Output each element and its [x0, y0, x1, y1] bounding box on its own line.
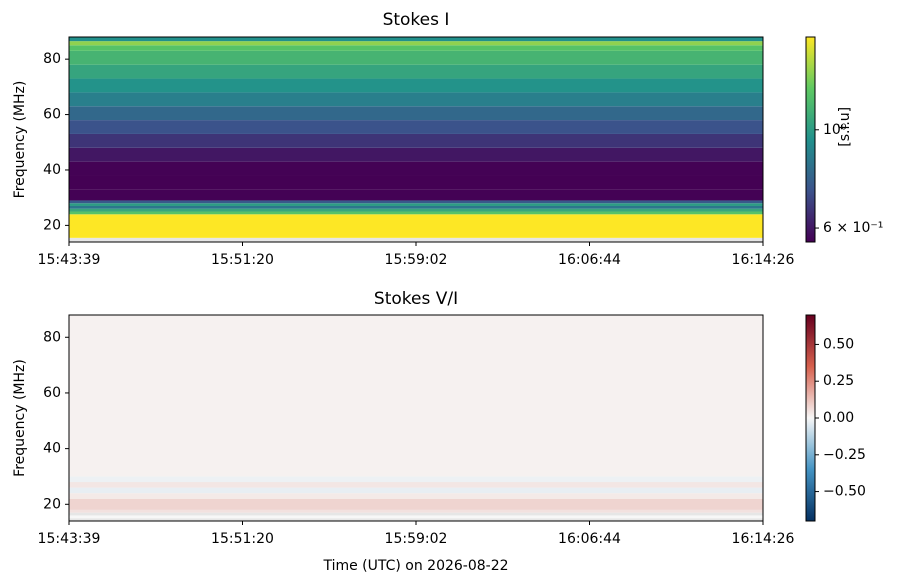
y-tick-label: 20 [43, 217, 61, 233]
heatmap-band [69, 175, 763, 190]
y-tick-label: 20 [43, 496, 61, 512]
heatmap-band [69, 133, 763, 148]
y-tick-label: 60 [43, 385, 61, 401]
heatmap-band [69, 509, 763, 513]
heatmap-band [69, 493, 763, 499]
y-axis-label: Frequency (MHz) [12, 81, 28, 199]
chart-title: Stokes I [383, 10, 450, 30]
heatmap-band [69, 41, 763, 46]
heatmap-band [69, 487, 763, 494]
heatmap-band [69, 515, 763, 519]
heatmap-band [69, 189, 763, 201]
heatmap-band [69, 120, 763, 134]
y-tick-label: 40 [43, 162, 61, 178]
heatmap-band [69, 237, 763, 242]
y-tick-label: 80 [43, 51, 61, 67]
heatmap-band [69, 498, 763, 510]
chart-title: Stokes V/I [374, 289, 458, 309]
y-tick-label: 60 [43, 107, 61, 123]
x-tick-label: 16:14:26 [732, 252, 795, 268]
colorbar-tick-label: 0.00 [823, 410, 854, 426]
heatmap-band [69, 147, 763, 162]
heatmap-band [69, 200, 763, 204]
heatmap-band [69, 92, 763, 107]
x-tick-label: 16:14:26 [732, 531, 795, 547]
y-tick-label: 80 [43, 329, 61, 345]
colorbar [806, 315, 815, 521]
heatmap-band [69, 214, 763, 238]
y-axis-label: Frequency (MHz) [12, 359, 28, 477]
heatmap-band [69, 512, 763, 516]
heatmap-band [69, 78, 763, 93]
colorbar-label: [s.f.u] [837, 107, 853, 147]
heatmap-band [69, 205, 763, 209]
x-axis-label: Time (UTC) on 2026-08-22 [322, 558, 508, 574]
heatmap-band [69, 161, 763, 176]
heatmap-band [69, 476, 763, 483]
colorbar-tick-label: 0.25 [823, 373, 854, 389]
colorbar-frame [805, 36, 816, 243]
y-tick-label: 40 [43, 441, 61, 457]
x-tick-label: 15:51:20 [211, 531, 274, 547]
heatmap-band [69, 482, 763, 488]
heatmap-band [69, 315, 763, 477]
heatmap-band [69, 518, 763, 521]
heatmap-band [69, 37, 763, 42]
heatmap-band [69, 64, 763, 79]
colorbar [806, 37, 815, 242]
x-tick-label: 15:43:39 [38, 252, 101, 268]
colorbar-tick-label: 0.50 [823, 336, 854, 352]
x-tick-label: 16:06:44 [558, 531, 621, 547]
heatmap-band [69, 203, 763, 206]
x-tick-label: 15:51:20 [211, 252, 274, 268]
x-tick-label: 15:59:02 [385, 531, 448, 547]
colorbar-tick-label: 10⁰ [823, 122, 847, 138]
heatmap-band [69, 208, 763, 212]
heatmap-band [69, 106, 763, 121]
x-tick-label: 15:59:02 [385, 252, 448, 268]
colorbar-tick-label: −0.25 [823, 447, 866, 463]
x-tick-label: 15:43:39 [38, 531, 101, 547]
heatmap-band [69, 50, 763, 65]
heatmap-band [69, 45, 763, 51]
colorbar-tick-label: −0.50 [823, 484, 866, 500]
x-tick-label: 16:06:44 [558, 252, 621, 268]
heatmap-band [69, 211, 763, 215]
colorbar-tick-label: 6 × 10⁻¹ [823, 220, 883, 236]
